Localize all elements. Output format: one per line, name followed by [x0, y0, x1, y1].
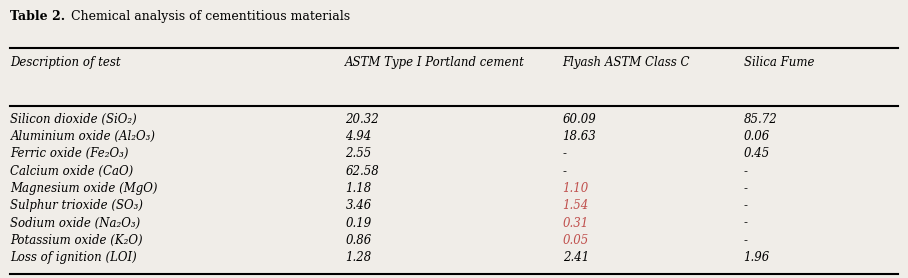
Text: Description of test: Description of test [10, 56, 121, 70]
Text: 0.19: 0.19 [345, 217, 371, 230]
Text: -: - [744, 165, 747, 178]
Text: 85.72: 85.72 [744, 113, 777, 126]
Text: 1.18: 1.18 [345, 182, 371, 195]
Text: Sodium oxide (Na₂O₃): Sodium oxide (Na₂O₃) [10, 217, 141, 230]
Text: Magnesium oxide (MgO): Magnesium oxide (MgO) [10, 182, 158, 195]
Text: 20.32: 20.32 [345, 113, 380, 126]
Text: Aluminium oxide (Al₂O₃): Aluminium oxide (Al₂O₃) [10, 130, 155, 143]
Text: -: - [744, 234, 747, 247]
Text: Flyash ASTM Class C: Flyash ASTM Class C [563, 56, 690, 70]
Text: -: - [744, 182, 747, 195]
Text: -: - [744, 217, 747, 230]
Text: 1.28: 1.28 [345, 251, 371, 264]
Text: ASTM Type I Portland cement: ASTM Type I Portland cement [345, 56, 525, 70]
Text: 2.55: 2.55 [345, 147, 371, 160]
Text: Loss of ignition (LOI): Loss of ignition (LOI) [10, 251, 137, 264]
Text: Silica Fume: Silica Fume [744, 56, 814, 70]
Text: Potassium oxide (K₂O): Potassium oxide (K₂O) [10, 234, 143, 247]
Text: 1.96: 1.96 [744, 251, 770, 264]
Text: 3.46: 3.46 [345, 199, 371, 212]
Text: Calcium oxide (CaO): Calcium oxide (CaO) [10, 165, 133, 178]
Text: 1.10: 1.10 [563, 182, 589, 195]
Text: -: - [563, 147, 567, 160]
Text: -: - [563, 165, 567, 178]
Text: Table 2.: Table 2. [10, 10, 65, 23]
Text: 0.06: 0.06 [744, 130, 770, 143]
Text: 0.31: 0.31 [563, 217, 589, 230]
Text: Silicon dioxide (SiO₂): Silicon dioxide (SiO₂) [10, 113, 137, 126]
Text: -: - [744, 199, 747, 212]
Text: 0.45: 0.45 [744, 147, 770, 160]
Text: 60.09: 60.09 [563, 113, 597, 126]
Text: Sulphur trioxide (SO₃): Sulphur trioxide (SO₃) [10, 199, 143, 212]
Text: 62.58: 62.58 [345, 165, 380, 178]
Text: 18.63: 18.63 [563, 130, 597, 143]
Text: 0.86: 0.86 [345, 234, 371, 247]
Text: 4.94: 4.94 [345, 130, 371, 143]
Text: Chemical analysis of cementitious materials: Chemical analysis of cementitious materi… [67, 10, 350, 23]
Text: 1.54: 1.54 [563, 199, 589, 212]
Text: 0.05: 0.05 [563, 234, 589, 247]
Text: 2.41: 2.41 [563, 251, 589, 264]
Text: Ferric oxide (Fe₂O₃): Ferric oxide (Fe₂O₃) [10, 147, 129, 160]
